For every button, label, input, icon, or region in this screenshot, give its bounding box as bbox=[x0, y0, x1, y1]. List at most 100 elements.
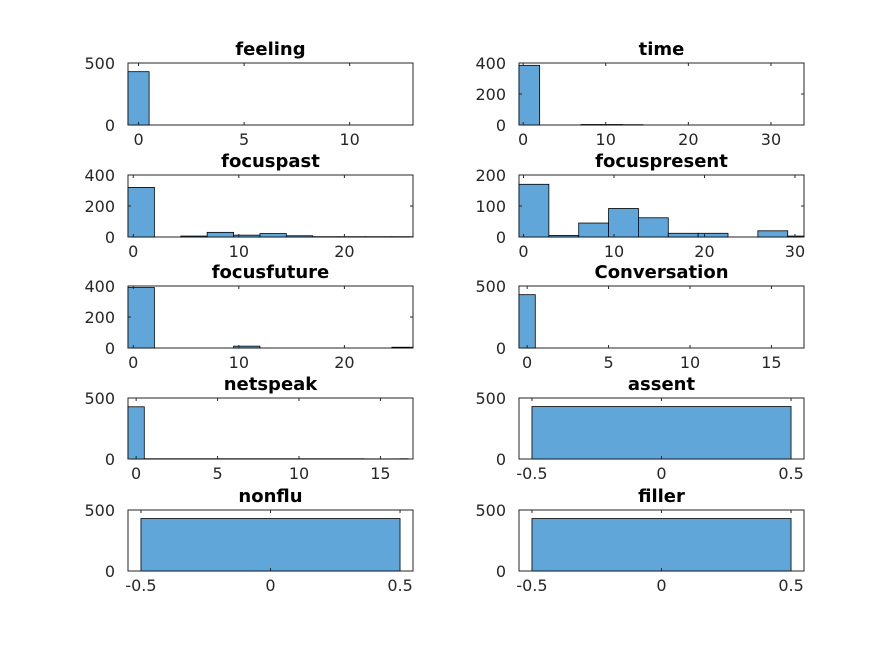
histogram-bar bbox=[285, 235, 314, 238]
x-tick-label: 30 bbox=[761, 130, 781, 149]
y-tick-label: 100 bbox=[475, 197, 506, 216]
x-tick-label: 20 bbox=[334, 242, 354, 261]
subplot-time: 0 10 20 30 0 200 400 time bbox=[475, 39, 805, 149]
histogram-bar bbox=[518, 183, 550, 238]
x-tick-label: -0.5 bbox=[516, 576, 547, 595]
axes-box bbox=[127, 62, 414, 126]
subplot-filler: -0.5 0 0.5 0 500 filler bbox=[475, 486, 805, 595]
histogram-bar bbox=[233, 234, 261, 238]
y-tick-label: 200 bbox=[475, 85, 506, 104]
histogram-bar bbox=[180, 235, 208, 238]
subplot-netspeak: 0 5 10 15 0 500 netspeak bbox=[84, 374, 414, 483]
x-tick-label: 0.5 bbox=[778, 576, 803, 595]
y-tick-label: 0 bbox=[105, 339, 115, 358]
histogram-bar bbox=[233, 345, 261, 349]
y-tick-label: 500 bbox=[84, 54, 115, 73]
subplot-title: focusfuture bbox=[212, 262, 330, 283]
subplot-focuspresent: 0 10 20 30 0 100 200 focuspresent bbox=[475, 151, 805, 261]
histogram-bar bbox=[259, 233, 287, 238]
y-tick-label: 0 bbox=[105, 116, 115, 135]
histogram-bar bbox=[127, 71, 150, 126]
x-tick-label: 20 bbox=[694, 242, 714, 261]
x-tick-label: 10 bbox=[680, 353, 700, 372]
x-tick-label: -0.5 bbox=[125, 576, 156, 595]
histogram-bar bbox=[127, 406, 145, 460]
x-tick-label: 5 bbox=[603, 353, 613, 372]
x-tick-label: 20 bbox=[678, 130, 698, 149]
histogram-bar bbox=[548, 235, 580, 238]
subplot-title: feeling bbox=[235, 39, 305, 60]
y-tick-label: 200 bbox=[84, 197, 115, 216]
x-tick-label: 15 bbox=[761, 353, 781, 372]
axes-box bbox=[127, 174, 414, 238]
y-tick-label: 500 bbox=[475, 277, 506, 296]
histogram-bar bbox=[757, 230, 789, 238]
y-tick-label: 500 bbox=[84, 389, 115, 408]
axes-box bbox=[518, 285, 805, 349]
histogram-bar bbox=[127, 186, 155, 238]
x-tick-label: -0.5 bbox=[516, 464, 547, 483]
y-tick-label: 0 bbox=[496, 339, 506, 358]
x-tick-label: 0 bbox=[265, 576, 275, 595]
subplot-title: netspeak bbox=[224, 374, 319, 395]
histogram-bar bbox=[127, 287, 155, 349]
histogram-bar bbox=[531, 406, 792, 460]
x-tick-label: 15 bbox=[370, 464, 390, 483]
x-tick-label: 10 bbox=[596, 130, 616, 149]
subplot-title: filler bbox=[638, 486, 685, 507]
x-tick-label: 0 bbox=[518, 242, 528, 261]
histogram-bar bbox=[531, 518, 792, 572]
y-tick-label: 500 bbox=[84, 501, 115, 520]
histogram-bar bbox=[608, 208, 639, 238]
histogram-bar bbox=[206, 231, 234, 238]
x-tick-label: 20 bbox=[334, 353, 354, 372]
y-tick-label: 0 bbox=[496, 228, 506, 247]
histogram-bar bbox=[518, 64, 541, 126]
subplot-title: Conversation bbox=[594, 262, 728, 283]
x-tick-label: 0 bbox=[133, 130, 143, 149]
subplot-nonflu: -0.5 0 0.5 0 500 nonflu bbox=[84, 486, 414, 595]
y-tick-label: 400 bbox=[475, 54, 506, 73]
x-tick-label: 5 bbox=[239, 130, 249, 149]
x-tick-label: 10 bbox=[229, 353, 249, 372]
x-tick-label: 0 bbox=[522, 353, 532, 372]
x-tick-label: 0 bbox=[131, 464, 141, 483]
x-tick-label: 0.5 bbox=[778, 464, 803, 483]
y-tick-label: 0 bbox=[496, 450, 506, 469]
y-tick-label: 200 bbox=[84, 308, 115, 327]
axes-box bbox=[127, 285, 414, 349]
histogram-bar bbox=[697, 232, 729, 238]
x-tick-label: 10 bbox=[339, 130, 359, 149]
x-tick-label: 0 bbox=[656, 464, 666, 483]
y-tick-label: 200 bbox=[475, 166, 506, 185]
subplot-assent: -0.5 0 0.5 0 500 assent bbox=[475, 374, 805, 483]
subplot-feeling: 0 5 10 0 500 feeling bbox=[84, 39, 414, 149]
y-tick-label: 0 bbox=[105, 228, 115, 247]
subplot-title: time bbox=[639, 39, 685, 60]
x-tick-label: 5 bbox=[212, 464, 222, 483]
subplot-title: focuspast bbox=[221, 151, 320, 172]
y-tick-label: 400 bbox=[84, 277, 115, 296]
histogram-bar bbox=[667, 232, 699, 238]
histogram-bar bbox=[140, 518, 401, 572]
x-tick-label: 0 bbox=[128, 353, 138, 372]
subplot-title: focuspresent bbox=[595, 151, 728, 172]
y-tick-label: 500 bbox=[475, 389, 506, 408]
y-tick-label: 500 bbox=[475, 501, 506, 520]
subplot-title: assent bbox=[628, 374, 696, 395]
x-tick-label: 0.5 bbox=[387, 576, 412, 595]
x-tick-label: 10 bbox=[229, 242, 249, 261]
histogram-bar bbox=[578, 222, 609, 238]
y-tick-label: 400 bbox=[84, 166, 115, 185]
x-tick-label: 10 bbox=[604, 242, 624, 261]
histogram-bar bbox=[638, 217, 669, 238]
subplot-title: nonflu bbox=[238, 486, 302, 507]
x-tick-label: 0 bbox=[656, 576, 666, 595]
y-tick-label: 0 bbox=[105, 450, 115, 469]
y-tick-label: 0 bbox=[496, 116, 506, 135]
axes-box bbox=[127, 397, 414, 460]
y-tick-label: 0 bbox=[496, 562, 506, 581]
